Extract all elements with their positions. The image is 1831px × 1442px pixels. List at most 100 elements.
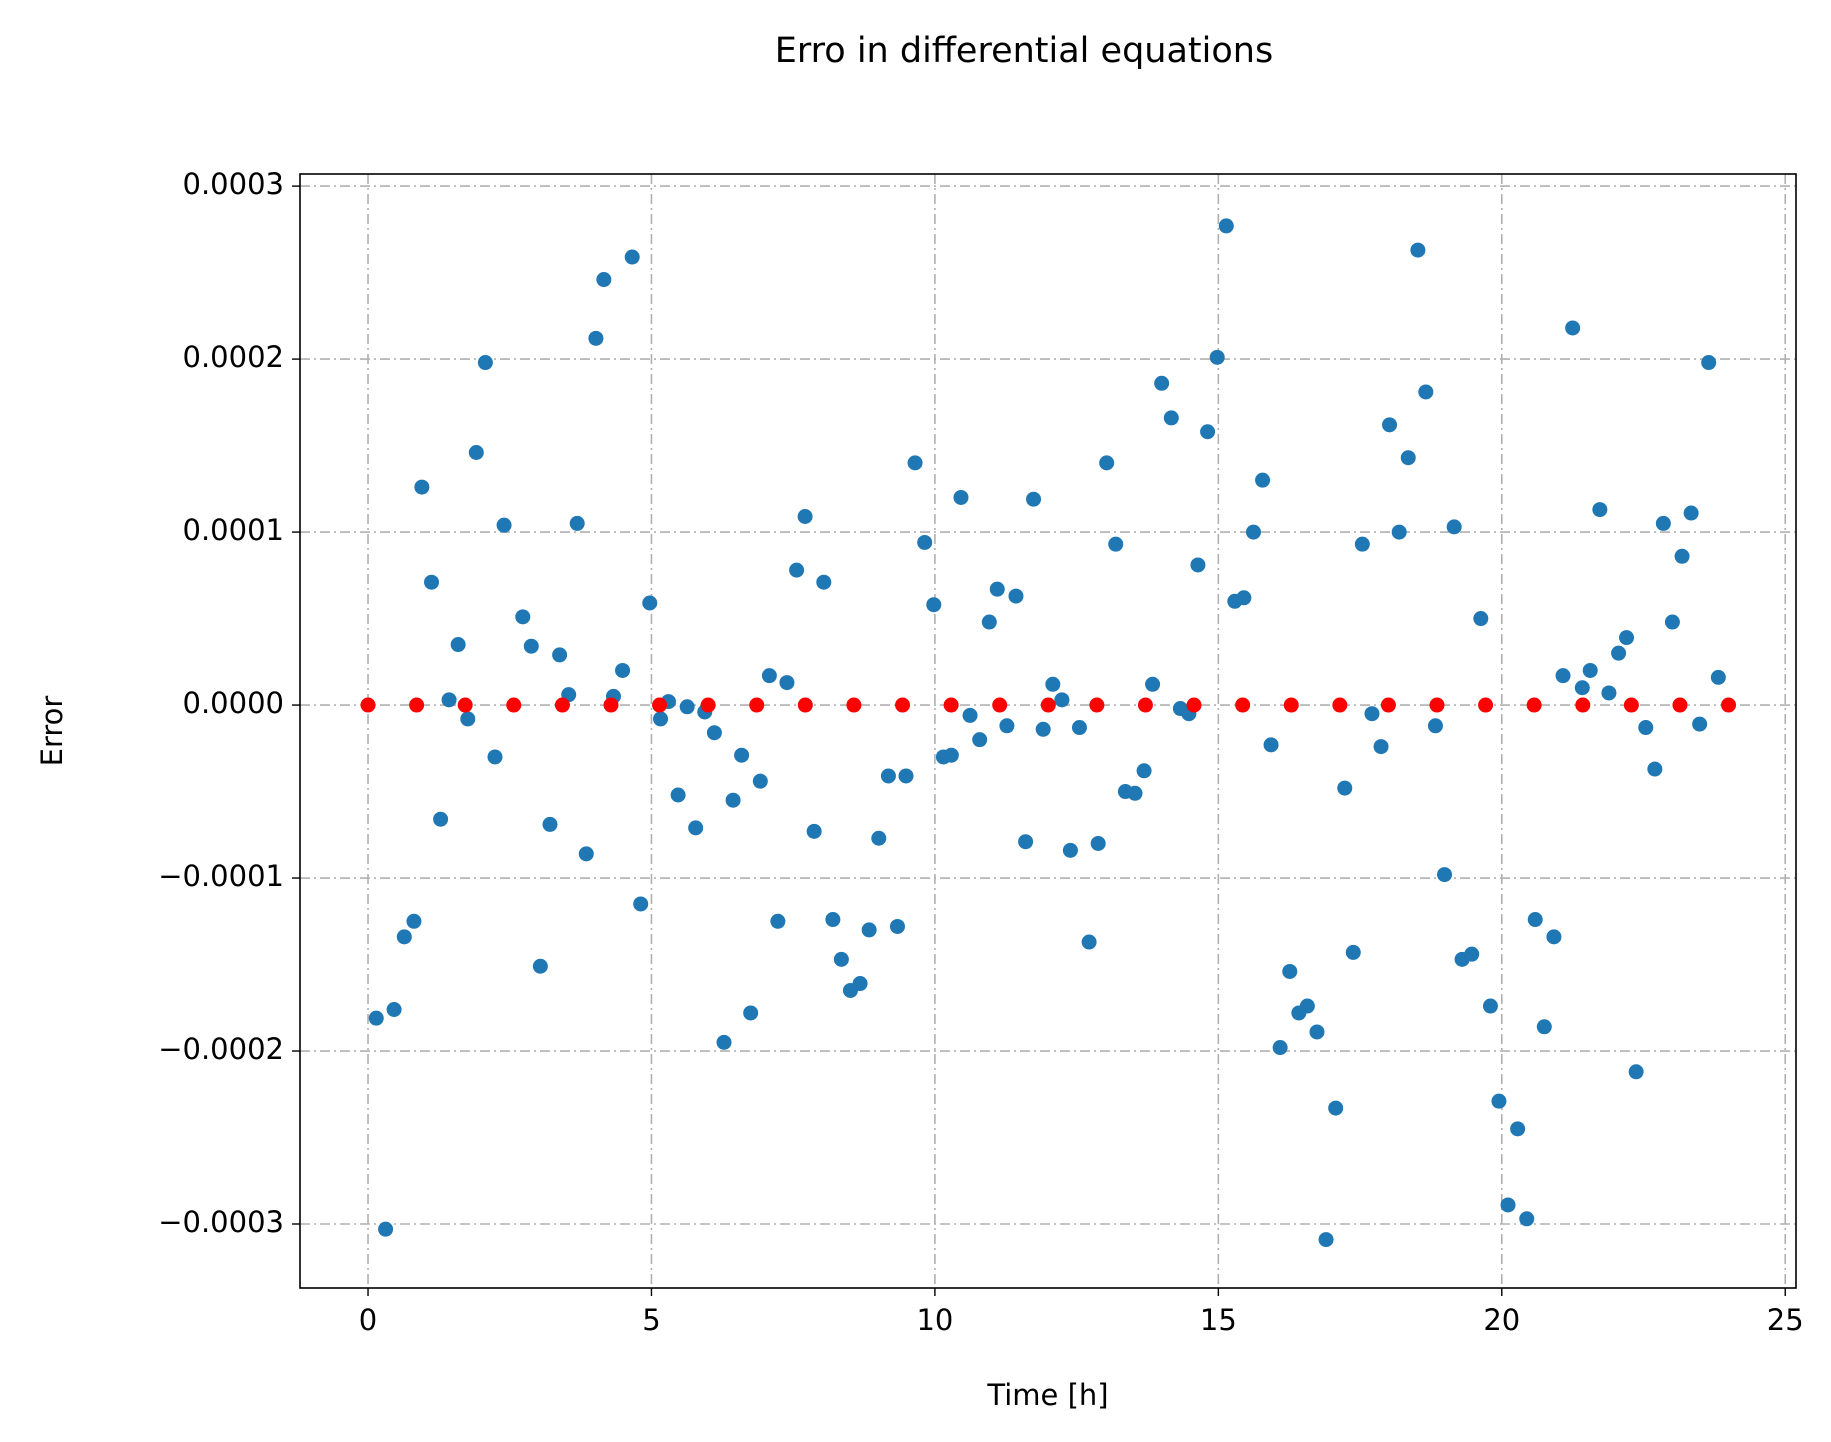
point xyxy=(1575,697,1591,713)
point xyxy=(1332,697,1348,713)
point xyxy=(1090,835,1106,851)
point xyxy=(433,811,449,827)
point xyxy=(1619,630,1635,646)
point xyxy=(1418,384,1434,400)
point xyxy=(1527,912,1543,928)
point xyxy=(1565,320,1581,336)
point xyxy=(761,668,777,684)
x-tick-label: 10 xyxy=(916,1303,953,1337)
point xyxy=(962,707,978,723)
point xyxy=(992,697,1008,713)
point xyxy=(1674,548,1690,564)
point xyxy=(424,574,440,590)
point xyxy=(907,455,923,471)
point xyxy=(1186,697,1202,713)
point xyxy=(460,711,476,727)
point xyxy=(1638,720,1654,736)
point xyxy=(752,773,768,789)
point xyxy=(989,581,1005,597)
point xyxy=(1478,697,1494,713)
point xyxy=(515,609,531,625)
point xyxy=(603,697,619,713)
point xyxy=(1647,761,1663,777)
point xyxy=(1555,668,1571,684)
plot-frame xyxy=(299,173,1797,1289)
point xyxy=(653,711,669,727)
point xyxy=(1089,697,1105,713)
point xyxy=(406,913,422,929)
point xyxy=(734,747,750,763)
point xyxy=(1190,557,1206,573)
point xyxy=(706,725,722,741)
point xyxy=(468,445,484,460)
point xyxy=(1482,998,1498,1014)
point xyxy=(1200,424,1216,440)
point xyxy=(552,647,568,663)
point xyxy=(1601,685,1617,701)
point xyxy=(833,951,849,967)
point xyxy=(1464,946,1480,962)
point xyxy=(1026,491,1042,507)
point xyxy=(898,768,914,784)
point xyxy=(1437,867,1453,883)
point xyxy=(880,768,896,784)
x-tick-label: 5 xyxy=(642,1303,660,1337)
point xyxy=(749,697,765,713)
point xyxy=(633,896,649,912)
point xyxy=(624,249,640,265)
point xyxy=(1427,718,1443,734)
point xyxy=(1236,590,1252,606)
point xyxy=(615,662,631,678)
point xyxy=(554,697,570,713)
point xyxy=(1491,1093,1507,1109)
y-tick-label: −0.0001 xyxy=(158,859,284,893)
point xyxy=(477,355,493,371)
point xyxy=(1380,697,1396,713)
point xyxy=(797,697,813,713)
point xyxy=(450,637,466,653)
point xyxy=(487,749,503,765)
point xyxy=(1040,697,1056,713)
point xyxy=(569,515,585,531)
point xyxy=(688,820,704,836)
point xyxy=(1400,450,1416,466)
point xyxy=(1683,505,1699,521)
point xyxy=(1283,697,1299,713)
point xyxy=(1018,834,1034,850)
point xyxy=(1446,519,1462,535)
point xyxy=(1382,417,1398,433)
point xyxy=(542,816,558,832)
point xyxy=(1245,524,1261,540)
point xyxy=(1701,355,1717,371)
point xyxy=(1364,706,1380,722)
point xyxy=(532,958,548,974)
point xyxy=(1299,998,1315,1014)
point xyxy=(1574,680,1590,696)
point xyxy=(1391,524,1407,540)
point xyxy=(1672,697,1688,713)
point xyxy=(1354,536,1370,552)
point xyxy=(1337,780,1353,796)
point xyxy=(1127,785,1143,801)
point xyxy=(846,697,862,713)
point xyxy=(1136,763,1152,779)
point xyxy=(396,929,412,945)
point xyxy=(1345,944,1361,960)
point xyxy=(1328,1100,1344,1116)
point xyxy=(596,272,612,288)
point xyxy=(825,912,841,928)
point xyxy=(1054,692,1070,708)
point xyxy=(972,732,988,748)
point xyxy=(1218,218,1234,234)
point xyxy=(1108,536,1124,552)
point xyxy=(981,614,997,630)
point xyxy=(770,913,786,929)
point xyxy=(1373,739,1389,755)
y-tick-label: 0.0003 xyxy=(183,167,284,201)
point xyxy=(1692,716,1708,732)
point xyxy=(1510,1121,1526,1137)
point xyxy=(457,697,473,713)
point xyxy=(414,479,430,495)
point xyxy=(1473,611,1489,627)
